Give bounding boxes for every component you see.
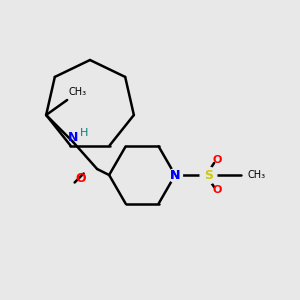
Text: N: N [170,169,180,182]
Text: O: O [75,172,86,184]
Text: N: N [170,169,180,182]
Text: CH₃: CH₃ [247,170,265,180]
Text: O: O [212,155,222,165]
Text: H: H [80,128,88,138]
Text: O: O [212,185,222,195]
Text: N: N [68,131,78,144]
Text: CH₃: CH₃ [69,87,87,97]
Text: S: S [204,169,213,182]
